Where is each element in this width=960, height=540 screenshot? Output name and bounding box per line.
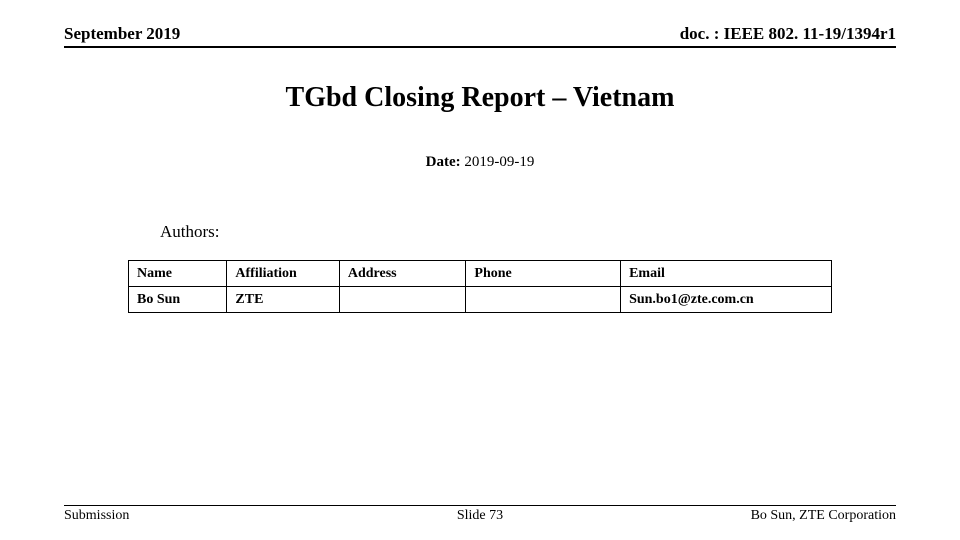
date-label: Date: [426,154,461,170]
footer-slide-number: Slide 73 [457,508,503,524]
col-phone: Phone [466,261,621,287]
table-row: Bo Sun ZTE Sun.bo1@zte.com.cn [129,287,832,313]
cell-address [339,287,466,313]
footer-left: Submission [64,508,129,524]
header-doc-id: doc. : IEEE 802. 11-19/1394r1 [680,24,896,44]
authors-label: Authors: [160,222,220,242]
header-date: September 2019 [64,24,180,44]
date-line: Date: 2019-09-19 [0,154,960,171]
cell-phone [466,287,621,313]
footer-author: Bo Sun, ZTE Corporation [751,508,896,524]
header-bar: September 2019 doc. : IEEE 802. 11-19/13… [64,24,896,48]
table-header-row: Name Affiliation Address Phone Email [129,261,832,287]
cell-email: Sun.bo1@zte.com.cn [621,287,832,313]
footer-bar: Submission Slide 73 Bo Sun, ZTE Corporat… [64,505,896,524]
authors-table: Name Affiliation Address Phone Email Bo … [128,260,832,313]
col-email: Email [621,261,832,287]
page-title: TGbd Closing Report – Vietnam [0,82,960,114]
col-address: Address [339,261,466,287]
cell-affiliation: ZTE [227,287,339,313]
col-affiliation: Affiliation [227,261,339,287]
col-name: Name [129,261,227,287]
date-value: 2019-09-19 [461,154,535,170]
cell-name: Bo Sun [129,287,227,313]
